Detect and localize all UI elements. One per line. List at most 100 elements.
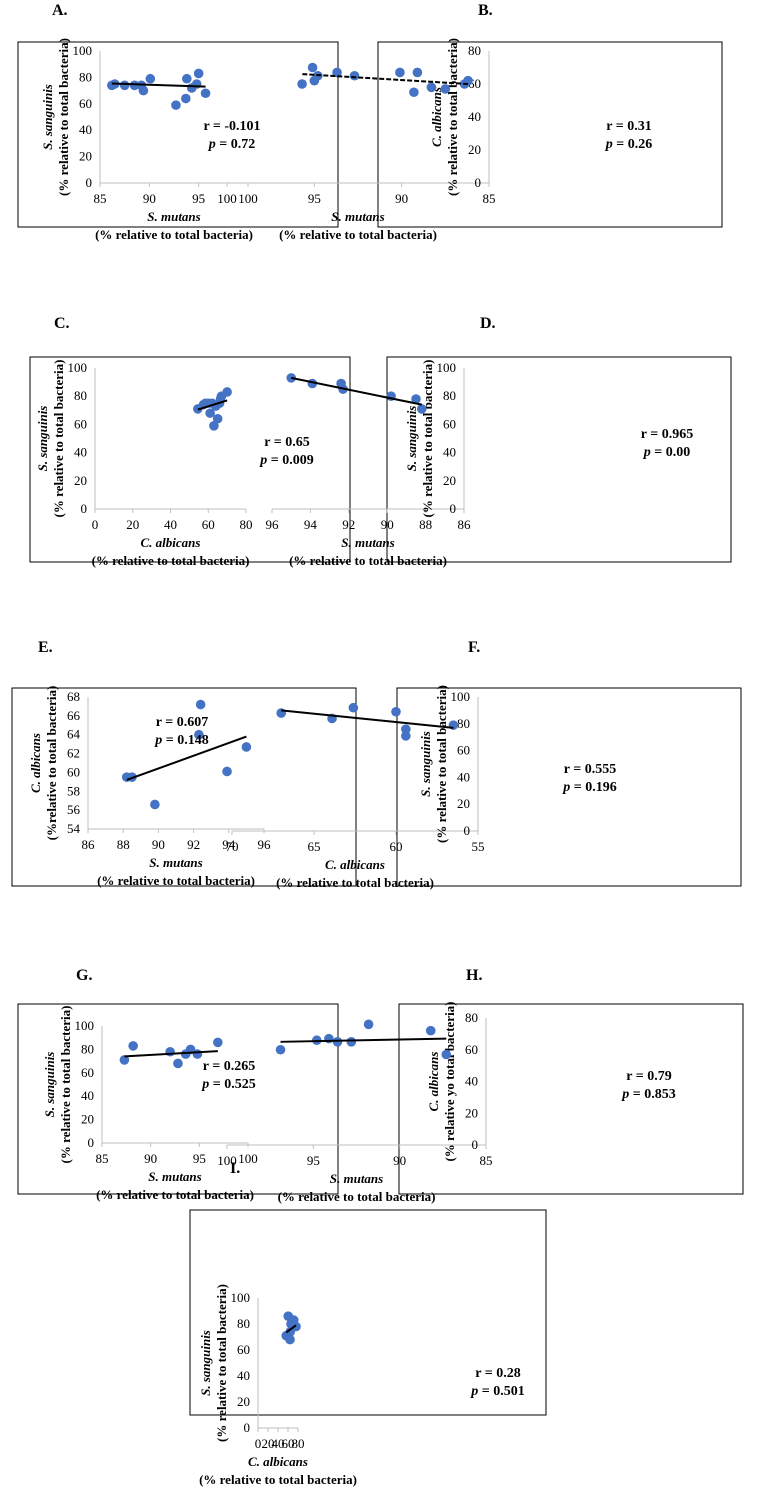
trend-line: [302, 73, 469, 85]
x-axis-title-species: S. mutans: [341, 535, 394, 550]
y-axis-title-species: C. albicans: [429, 87, 444, 147]
data-point: [212, 413, 223, 424]
data-point: [276, 708, 287, 718]
data-point: [425, 1025, 436, 1036]
y-tick-label: 80: [237, 1316, 250, 1331]
y-axis-title-unit: (% relative yo total bacteria): [442, 1001, 457, 1161]
panel-frame: [29, 356, 351, 563]
data-point: [307, 62, 318, 73]
r-value-label: r = 0.965: [641, 427, 693, 442]
y-tick-label: 20: [74, 473, 87, 488]
y-axis-title-species: S. sanguinis: [42, 1052, 57, 1118]
data-point: [150, 799, 160, 810]
trend-line: [280, 1037, 447, 1043]
panel-frame: [11, 687, 357, 887]
data-point: [416, 404, 427, 414]
panel-frame: [377, 41, 723, 228]
trend-line: [197, 399, 228, 411]
x-axis-title-unit: (% relative to total bacteria): [279, 227, 437, 242]
data-point: [395, 67, 405, 78]
x-tick-label: 86: [82, 837, 96, 852]
x-tick-label: 95: [193, 1151, 206, 1166]
data-point: [181, 93, 191, 104]
data-point: [440, 84, 451, 94]
data-point: [195, 699, 206, 710]
x-axis-title-unit: (% relative to total bacteria): [278, 1189, 436, 1204]
y-tick-label: 60: [79, 96, 92, 111]
x-tick-label: 40: [164, 517, 177, 532]
data-point: [173, 1058, 183, 1069]
y-tick-label: 0: [475, 175, 482, 190]
y-tick-label: 20: [468, 142, 481, 157]
data-point: [193, 68, 204, 79]
y-tick-label: 60: [237, 1342, 250, 1357]
data-point: [409, 87, 419, 98]
x-axis-title-unit: (% relative to total bacteria): [199, 1472, 357, 1487]
data-point: [129, 80, 140, 91]
y-axis-title-species: C. albicans: [426, 1052, 441, 1112]
y-axis-title-species: S. sanguinis: [35, 406, 50, 472]
data-point: [391, 706, 401, 717]
x-axis-title-species: S. mutans: [148, 1169, 201, 1184]
p-value-label: p = 0.26: [605, 137, 652, 152]
data-point: [222, 387, 232, 397]
p-symbol: p: [643, 445, 651, 460]
data-point: [194, 729, 204, 740]
p-symbol: p: [562, 780, 570, 795]
data-point: [128, 1041, 138, 1051]
x-tick-label: 92: [342, 517, 355, 532]
data-point: [138, 85, 149, 96]
y-tick-label: 20: [443, 473, 456, 488]
data-point: [285, 1334, 295, 1345]
trend-line: [124, 1050, 218, 1058]
x-tick-label: 60: [282, 1436, 295, 1451]
y-axis-title-unit: (% relative to total bacteria): [56, 38, 71, 196]
y-tick-label: 40: [74, 445, 87, 460]
x-tick-label: 94: [222, 837, 236, 852]
y-tick-label: 60: [74, 416, 87, 431]
y-tick-label: 20: [465, 1105, 478, 1120]
p-value-label: p = 0.853: [621, 1087, 675, 1102]
x-tick-label: 92: [187, 837, 200, 852]
p-value: = 0.853: [629, 1087, 675, 1102]
panel-letter: G.: [76, 967, 92, 984]
x-tick-label: 96: [258, 837, 272, 852]
data-point: [426, 82, 437, 93]
p-symbol: p: [208, 137, 216, 152]
x-tick-label: 85: [94, 191, 107, 206]
p-value: = 0.009: [267, 453, 313, 468]
x-tick-label: 85: [96, 1151, 109, 1166]
y-tick-label: 100: [68, 360, 88, 375]
x-tick-label: 95: [308, 191, 321, 206]
y-tick-label: 20: [237, 1394, 250, 1409]
data-point: [412, 67, 423, 78]
x-axis-title-species: S. mutans: [147, 209, 200, 224]
p-value: = 0.148: [162, 733, 208, 748]
p-value-label: p = 0.009: [259, 453, 313, 468]
scatter-panel-1: A. 0 20 40 60 80 100 85 90 95 100 S. mutans (% relat…: [17, 2, 339, 242]
x-axis-title-species: C. albicans: [325, 857, 385, 872]
p-value-label: p = 0.00: [643, 445, 690, 460]
data-point: [182, 73, 192, 84]
data-point: [200, 88, 211, 99]
data-point: [332, 1037, 343, 1047]
data-point: [192, 1049, 203, 1059]
y-tick-label: 100: [75, 1018, 95, 1033]
x-tick-label: 94: [304, 517, 318, 532]
y-tick-label: 60: [67, 764, 80, 779]
x-axis-title-species: S. mutans: [331, 209, 384, 224]
x-axis-title-unit: (% relative to total bacteria): [96, 1187, 254, 1202]
y-tick-label: 0: [81, 501, 88, 516]
x-tick-label: 100: [238, 191, 258, 206]
data-point: [441, 1049, 452, 1060]
x-tick-label: 90: [144, 1151, 157, 1166]
y-tick-label: 80: [81, 1041, 94, 1056]
panel-frame: [386, 356, 732, 563]
x-tick-label: 80: [240, 517, 253, 532]
panel-letter: E.: [38, 639, 53, 656]
p-value-label: p = 0.72: [208, 137, 255, 152]
data-point: [448, 720, 459, 730]
y-tick-label: 80: [465, 1010, 478, 1025]
p-value-label: p = 0.196: [562, 780, 616, 795]
y-axis-title-unit: (% relative to total bacteria): [58, 1006, 73, 1164]
